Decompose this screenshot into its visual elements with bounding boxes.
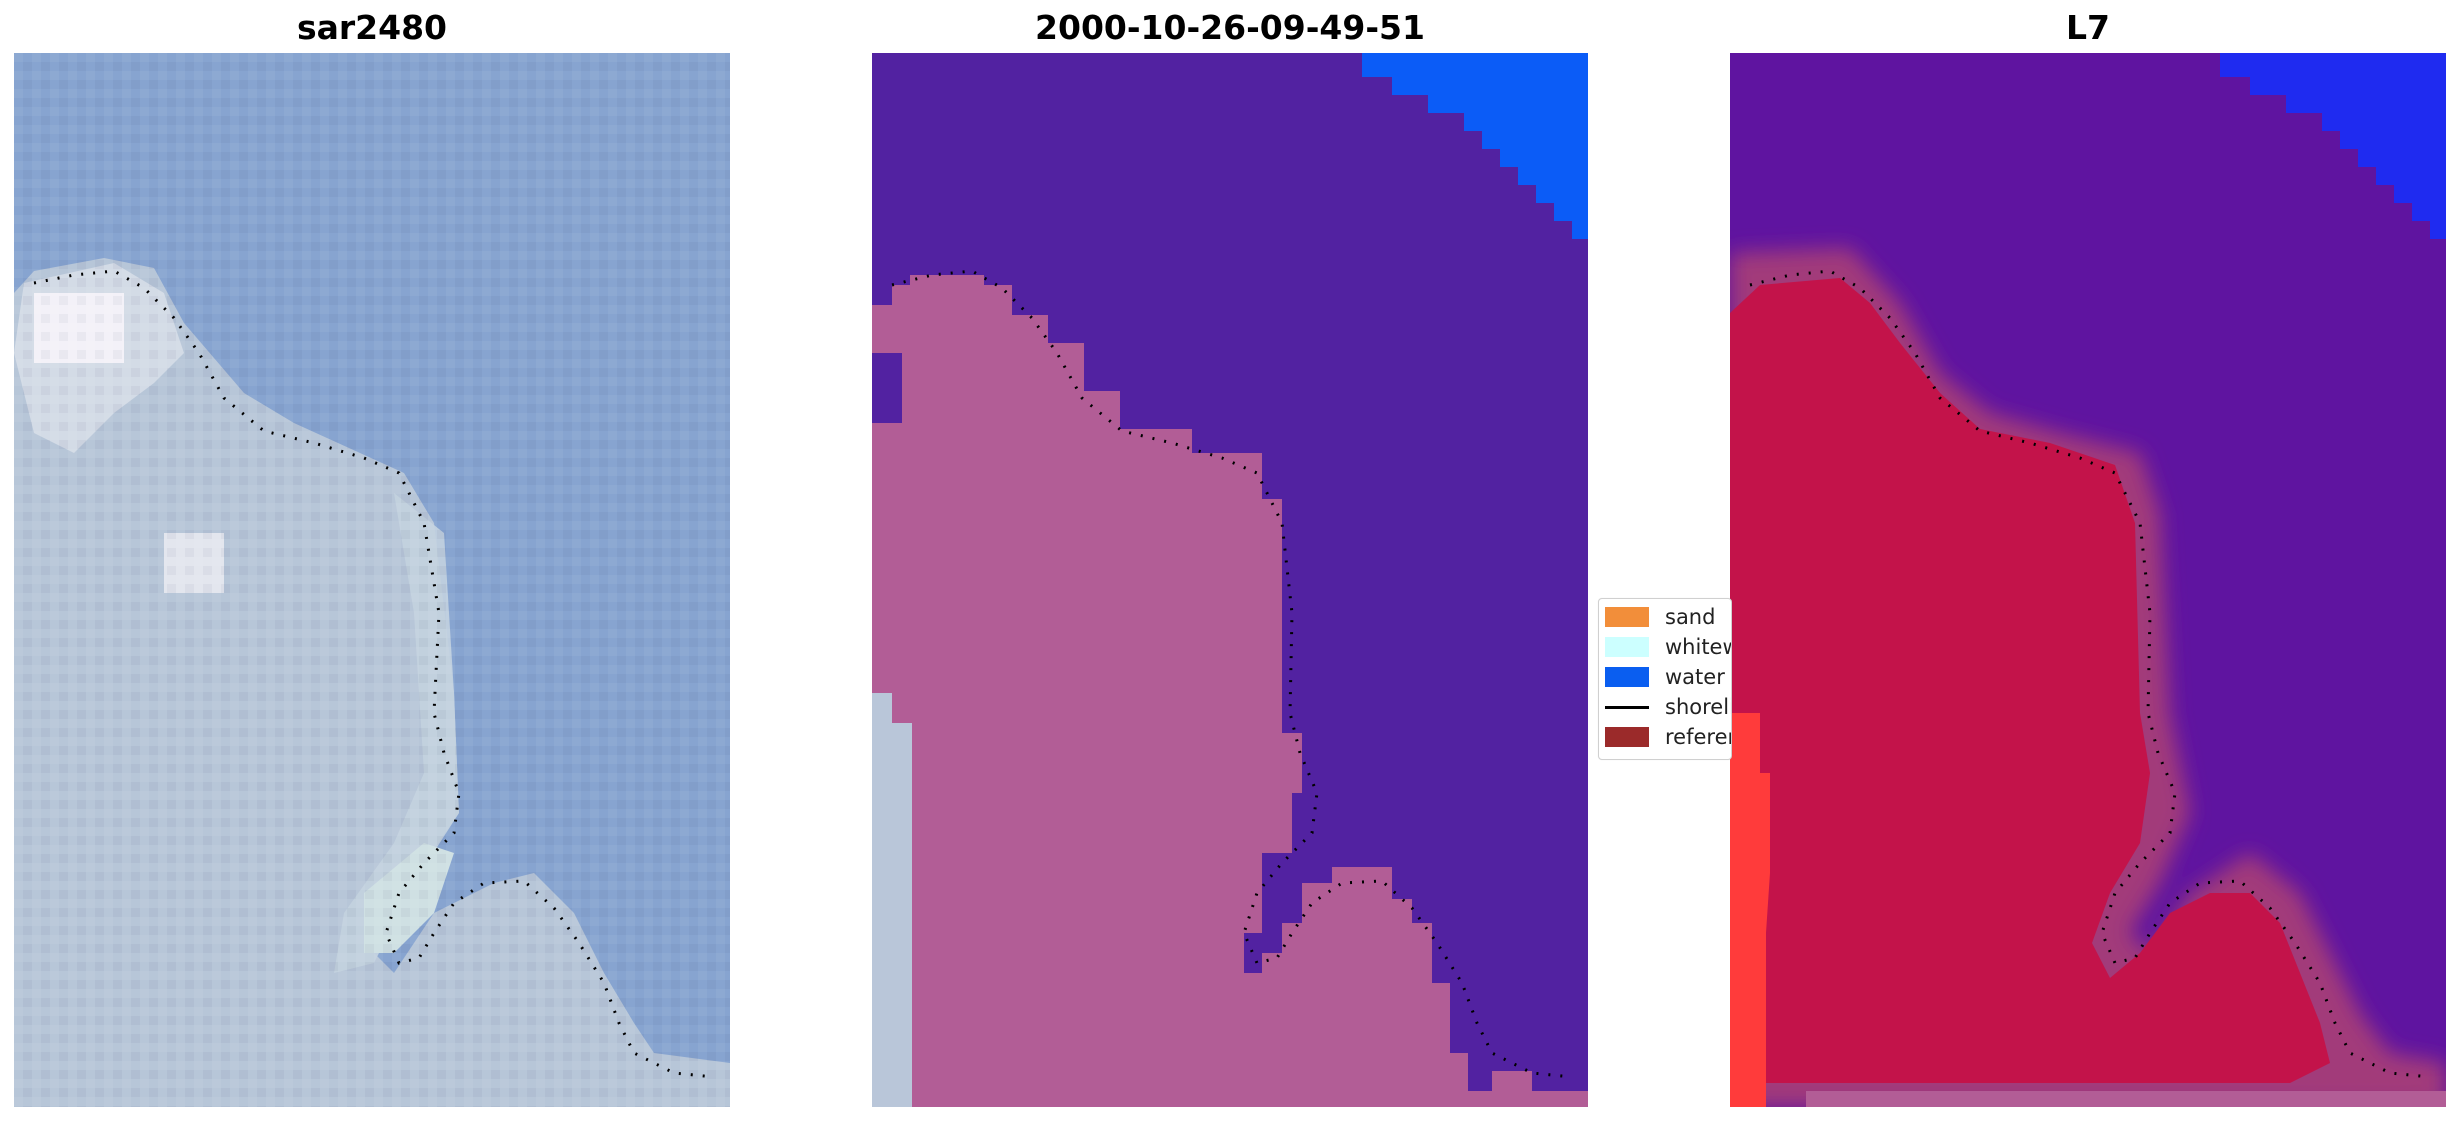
- l7-image-panel: [1730, 53, 2446, 1107]
- shoreline-line: [891, 269, 1573, 1079]
- l7-land-area: [1730, 278, 2330, 1083]
- legend-item-water: water: [1605, 662, 1725, 692]
- ocean-water-corner: [1362, 53, 1588, 239]
- panel-title-date: 2000-10-26-09-49-51: [1035, 8, 1425, 47]
- rgb-image-panel: [14, 53, 730, 1107]
- classified-image: [872, 53, 1588, 1107]
- l7-edge-strip: [1730, 713, 1770, 1107]
- shoreline-swatch: [1605, 705, 1649, 709]
- legend-item-sand: sand: [1605, 602, 1715, 632]
- rgb-image: [14, 53, 730, 1107]
- classified-land-area: [872, 275, 1468, 1107]
- whitewater-swatch: [1605, 637, 1649, 657]
- legend-label-reference: reference: [1665, 725, 1731, 749]
- sand-swatch: [1605, 607, 1649, 627]
- reference-swatch: [1605, 727, 1649, 747]
- classified-water-inlet: [872, 353, 902, 423]
- legend-label-water: water: [1665, 665, 1725, 689]
- l7-ocean-corner: [2220, 53, 2446, 239]
- l7-land-strip: [1806, 1091, 2446, 1107]
- shoreline-line: [33, 269, 715, 1079]
- legend-label-sand: sand: [1665, 605, 1716, 629]
- water-swatch: [1605, 667, 1649, 687]
- panel-title-sar2480: sar2480: [296, 8, 448, 47]
- classified-image-panel: [872, 53, 1588, 1107]
- classified-land-strip: [948, 1091, 1588, 1107]
- shoreline-line: [1749, 269, 2431, 1079]
- legend-label-shoreline: shoreline: [1665, 695, 1731, 719]
- panel-title-l7: L7: [2066, 8, 2110, 47]
- legend-item-shoreline: shoreline: [1605, 692, 1731, 722]
- l7-image: [1730, 53, 2446, 1107]
- legend-item-reference: reference: [1605, 722, 1731, 752]
- classified-whitewater-area: [872, 693, 912, 1107]
- classified-land-bump: [1492, 1071, 1532, 1091]
